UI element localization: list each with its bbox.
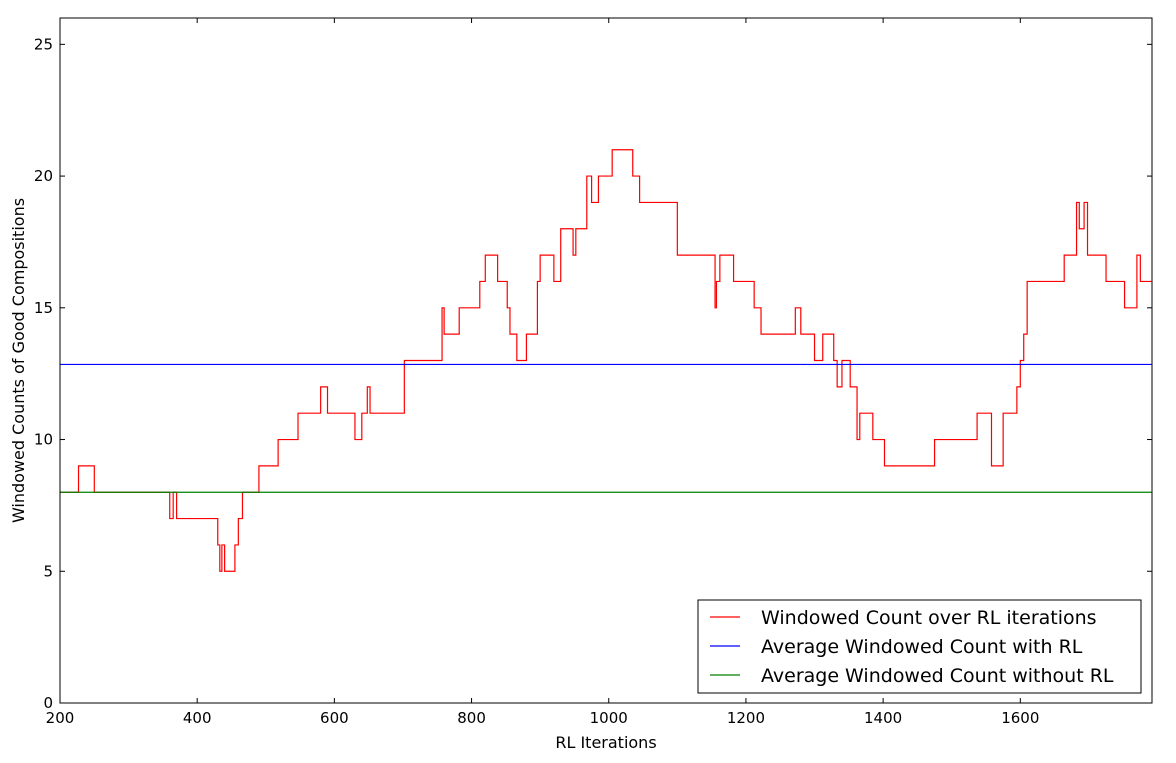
tick-layer: 200 400 600 800 1000 1200 1400 1600 0 5 10 15 20 25 (34, 18, 1152, 727)
plot-frame (59, 17, 1153, 704)
y-axis-label: Windowed Counts of Good Compositions (9, 198, 28, 523)
series-layer (60, 149, 1152, 572)
x-axis-label: RL Iterations (555, 733, 656, 752)
x-tick-label: 600 (320, 709, 349, 727)
x-tick-label: 200 (46, 709, 75, 727)
legend-entry-1: Average Windowed Count with RL (761, 636, 1083, 658)
series-line-0 (60, 149, 1152, 572)
legend: Windowed Count over RL iterations Average… (697, 599, 1142, 694)
y-tick-label: 25 (34, 35, 53, 53)
x-tick-label: 1200 (727, 709, 765, 727)
x-tick-label: 1600 (1001, 709, 1039, 727)
y-tick-label: 10 (34, 431, 53, 449)
y-tick-label: 0 (43, 694, 53, 712)
legend-box (697, 599, 1142, 694)
x-tick-label: 400 (183, 709, 212, 727)
y-tick-label: 5 (43, 562, 53, 580)
legend-entry-2: Average Windowed Count without RL (761, 665, 1114, 687)
x-tick-label: 1400 (864, 709, 902, 727)
x-tick-label: 1000 (590, 709, 628, 727)
y-tick-label: 20 (34, 167, 53, 185)
y-tick-label: 15 (34, 299, 53, 317)
legend-entry-0: Windowed Count over RL iterations (761, 607, 1097, 629)
x-tick-label: 800 (457, 709, 486, 727)
